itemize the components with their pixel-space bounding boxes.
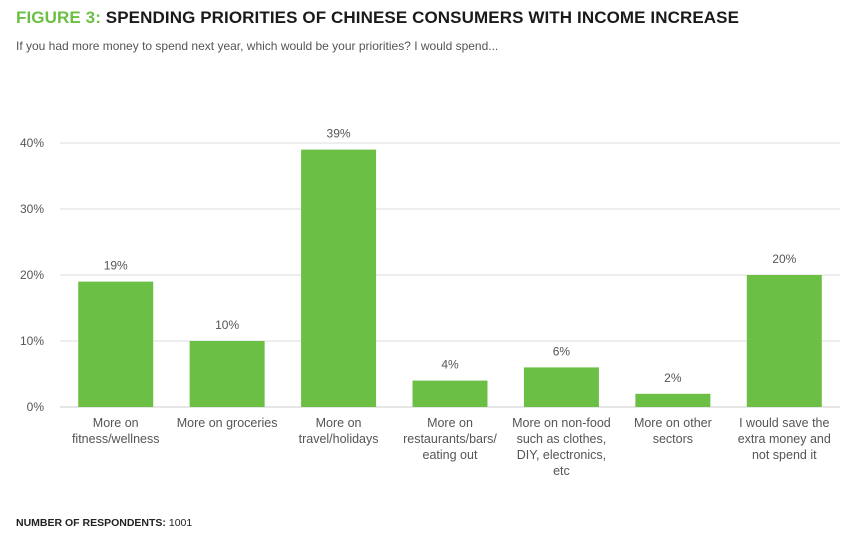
chart-title: FIGURE 3: SPENDING PRIORITIES OF CHINESE…: [16, 8, 739, 28]
data-label: 10%: [215, 318, 239, 332]
x-tick-label: restaurants/bars/: [403, 432, 497, 446]
x-tick-label: fitness/wellness: [72, 432, 160, 446]
y-tick-label: 20%: [20, 268, 44, 282]
x-tick-label: More on groceries: [177, 416, 278, 430]
respondents-value: 1001: [168, 517, 193, 529]
figure-label: FIGURE 3:: [16, 8, 101, 27]
data-label: 39%: [327, 127, 351, 141]
bar: [301, 149, 377, 407]
x-tick-label: More on: [316, 416, 362, 430]
data-label: 6%: [553, 344, 571, 358]
y-tick-label: 30%: [20, 202, 44, 216]
data-label: 2%: [664, 371, 682, 385]
x-tick-label: More on other: [634, 416, 712, 430]
x-tick-label: etc: [553, 464, 570, 478]
bar: [523, 367, 599, 407]
x-tick-label: extra money and: [738, 432, 831, 446]
x-tick-label: More on: [427, 416, 473, 430]
respondents-label: NUMBER OF RESPONDENTS:: [16, 517, 166, 529]
x-tick-label: sectors: [653, 432, 693, 446]
bar: [746, 275, 822, 407]
respondents-note: NUMBER OF RESPONDENTS: 1001: [16, 517, 192, 529]
title-text: SPENDING PRIORITIES OF CHINESE CONSUMERS…: [105, 8, 740, 27]
x-tick-label: More on: [93, 416, 139, 430]
y-tick-label: 40%: [20, 136, 44, 150]
bar: [635, 393, 711, 407]
bar: [78, 281, 154, 407]
y-tick-label: 10%: [20, 334, 44, 348]
data-label: 20%: [772, 252, 796, 266]
chart-subtitle: If you had more money to spend next year…: [16, 39, 499, 53]
bar: [412, 380, 488, 407]
data-label: 4%: [441, 358, 459, 372]
x-tick-label: DIY, electronics,: [517, 448, 606, 462]
x-tick-label: not spend it: [752, 448, 817, 462]
y-tick-label: 0%: [27, 400, 45, 414]
x-tick-label: More on non-food: [512, 416, 611, 430]
data-label: 19%: [104, 259, 128, 273]
bar: [189, 341, 265, 407]
bar-chart: 0% 10% 20% 30% 40% 19% More on fitness/wellness…: [20, 127, 840, 478]
x-tick-label: I would save the: [739, 416, 829, 430]
x-tick-label: eating out: [423, 448, 478, 462]
x-tick-label: travel/holidays: [299, 432, 379, 446]
x-tick-label: such as clothes,: [517, 432, 607, 446]
